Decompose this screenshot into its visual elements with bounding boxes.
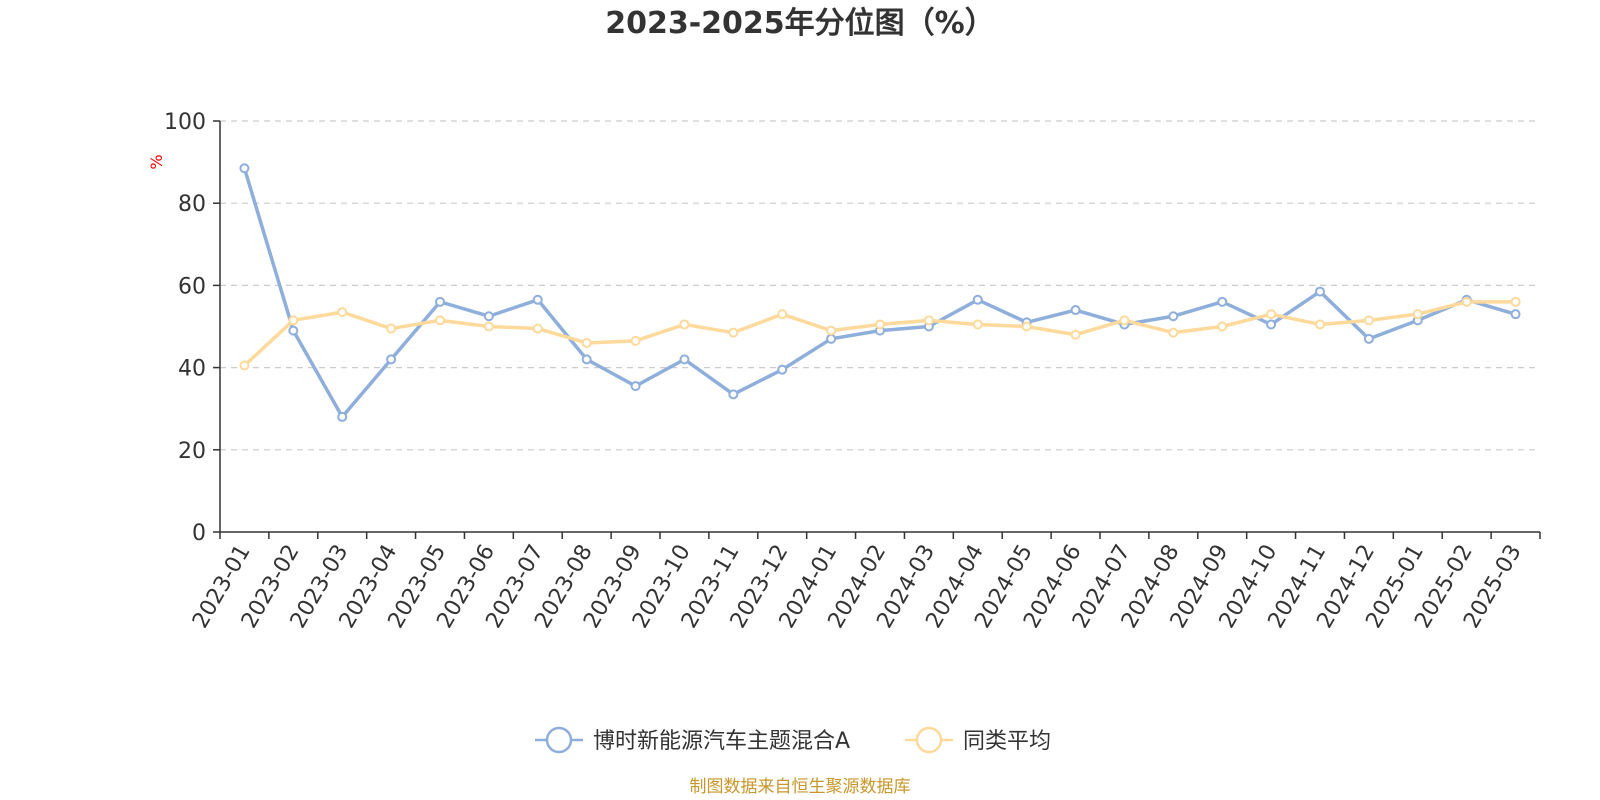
- data-point[interactable]: [679, 319, 690, 330]
- data-point[interactable]: [1363, 333, 1374, 344]
- data-point[interactable]: [1266, 309, 1277, 320]
- data-point[interactable]: [1266, 319, 1277, 330]
- legend[interactable]: 博时新能源汽车主题混合A 同类平均: [535, 726, 1051, 754]
- y-tick-label: 0: [192, 521, 206, 546]
- data-point[interactable]: [972, 294, 983, 305]
- data-point[interactable]: [1363, 315, 1374, 326]
- y-axis-unit-label: %: [147, 154, 166, 169]
- data-point[interactable]: [728, 389, 739, 400]
- data-point[interactable]: [581, 354, 592, 365]
- data-point[interactable]: [826, 333, 837, 344]
- data-point[interactable]: [581, 337, 592, 348]
- data-point[interactable]: [435, 296, 445, 307]
- data-point[interactable]: [1510, 309, 1521, 320]
- series-2: [239, 296, 1521, 371]
- data-point[interactable]: [337, 411, 348, 422]
- data-point[interactable]: [1217, 321, 1228, 332]
- legend-label: 同类平均: [963, 729, 1051, 754]
- legend-item-2[interactable]: 同类平均: [905, 726, 1051, 754]
- data-point[interactable]: [679, 354, 690, 365]
- data-point[interactable]: [1021, 321, 1032, 332]
- data-point[interactable]: [532, 323, 543, 334]
- legend-marker: [915, 726, 943, 754]
- data-point[interactable]: [386, 354, 397, 365]
- data-point[interactable]: [532, 294, 543, 305]
- data-point[interactable]: [923, 315, 934, 326]
- data-point[interactable]: [1168, 311, 1179, 322]
- data-point[interactable]: [239, 163, 250, 174]
- data-point[interactable]: [1070, 329, 1081, 340]
- y-tick-label: 20: [178, 439, 206, 464]
- data-point[interactable]: [1412, 309, 1423, 320]
- data-point[interactable]: [239, 360, 250, 371]
- data-point[interactable]: [1510, 296, 1521, 307]
- data-point[interactable]: [972, 319, 983, 330]
- data-point[interactable]: [386, 323, 397, 334]
- series-lines: [239, 163, 1521, 422]
- data-point[interactable]: [483, 311, 494, 322]
- data-point[interactable]: [1315, 286, 1325, 297]
- data-point[interactable]: [728, 327, 739, 338]
- data-point[interactable]: [483, 321, 494, 332]
- data-point[interactable]: [337, 307, 348, 318]
- data-point[interactable]: [630, 381, 641, 392]
- data-point[interactable]: [630, 335, 641, 346]
- legend-label: 博时新能源汽车主题混合A: [593, 729, 850, 754]
- legend-marker: [545, 726, 573, 754]
- data-point[interactable]: [1119, 315, 1130, 326]
- data-point[interactable]: [1168, 327, 1179, 338]
- axes: 0204060801002023-012023-022023-032023-04…: [164, 110, 1541, 633]
- data-point[interactable]: [288, 315, 299, 326]
- y-tick-label: 80: [178, 192, 206, 217]
- data-point[interactable]: [777, 364, 788, 375]
- data-point[interactable]: [1315, 319, 1325, 330]
- data-point[interactable]: [1217, 296, 1228, 307]
- grid-lines: [220, 120, 1540, 451]
- data-point[interactable]: [777, 309, 788, 320]
- data-point[interactable]: [435, 315, 445, 326]
- legend-item-1[interactable]: 博时新能源汽车主题混合A: [535, 726, 850, 754]
- data-point[interactable]: [1070, 305, 1081, 316]
- data-point[interactable]: [288, 325, 299, 336]
- data-point[interactable]: [826, 325, 837, 336]
- y-tick-label: 60: [178, 274, 206, 299]
- y-tick-label: 100: [164, 110, 206, 135]
- chart-title: 2023-2025年分位图（%）: [605, 6, 995, 41]
- data-point[interactable]: [1461, 296, 1472, 307]
- data-source-note: 制图数据来自恒生聚源数据库: [690, 777, 911, 797]
- y-tick-label: 40: [178, 357, 206, 382]
- data-point[interactable]: [875, 319, 885, 330]
